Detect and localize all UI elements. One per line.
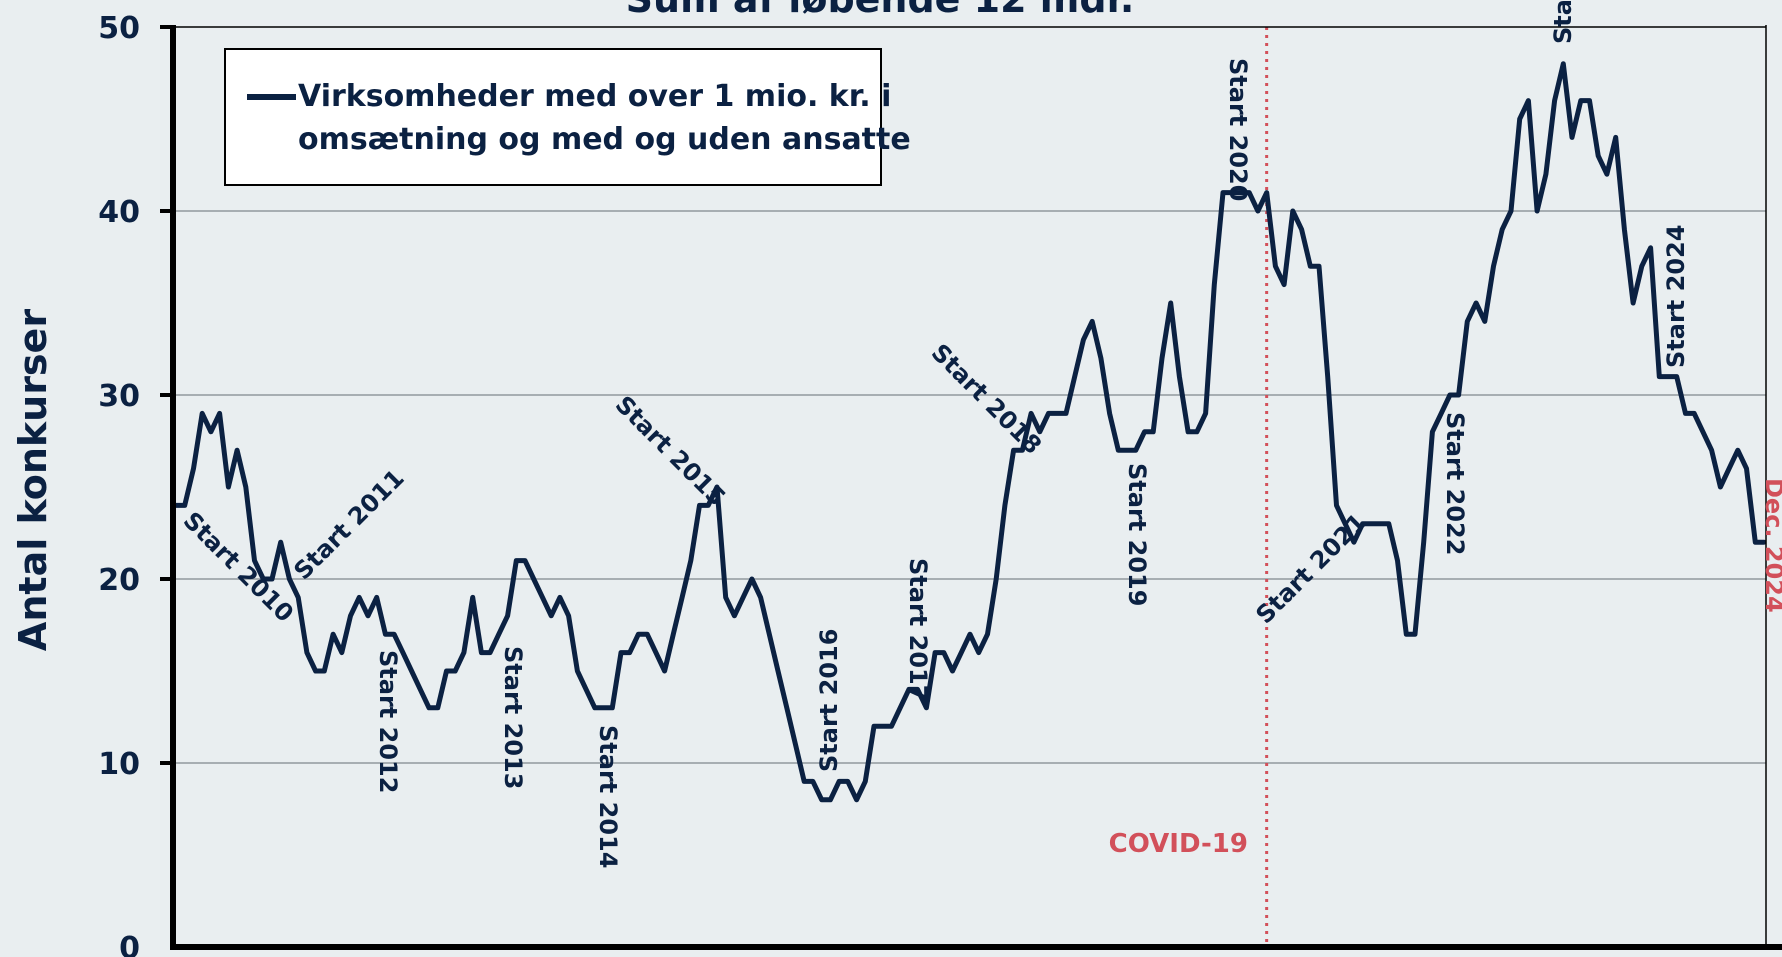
gridlines — [160, 209, 1766, 765]
y-tick-label-40: 40 — [98, 195, 140, 230]
annotation-start-2013: Start 2013 — [499, 646, 527, 789]
annotation-start-2020: Start 2020 — [1224, 58, 1252, 201]
annotation-dec-2024: Dec. 2024 — [1760, 478, 1782, 613]
annotation-start-2010: Start 2010 — [178, 506, 299, 627]
annotation-start-2014: Start 2014 — [594, 725, 622, 868]
legend-label-line1: Virksomheder med over 1 mio. kr. i — [298, 79, 891, 114]
legend-box — [224, 48, 882, 186]
legend: Virksomheder med over 1 mio. kr. i omsæt… — [224, 48, 911, 186]
annotation-start-2011: Start 2011 — [288, 464, 409, 585]
y-tick-label-0: 0 — [119, 931, 140, 957]
annotation-start-2015: Start 2015 — [610, 390, 731, 511]
y-tick-label-30: 30 — [98, 379, 140, 414]
annotation-start-2017: Start 2017 — [904, 558, 932, 701]
annotation-start-2019: Start 2019 — [1123, 463, 1151, 606]
annotation-start-2012: Start 2012 — [374, 650, 402, 793]
y-axis-label: Antal konkurser — [11, 309, 55, 651]
series-line-konkurser — [173, 61, 1767, 803]
y-tick-label-10: 10 — [98, 747, 140, 782]
annotation-start-2018: Start 2018 — [926, 338, 1047, 459]
y-tick-label-50: 50 — [98, 11, 140, 46]
annotation-start-2022: Start 2022 — [1441, 412, 1469, 555]
y-tick-labels: 0 10 20 30 40 50 — [98, 11, 140, 957]
annotation-start-2021: Start 2021 — [1250, 508, 1371, 629]
covid-label: COVID-19 — [1109, 829, 1248, 859]
annotation-start-2023: Start 2023 — [1549, 0, 1577, 44]
annotation-start-2016: Start 2016 — [815, 629, 843, 772]
annotation-start-2024: Start 2024 — [1662, 225, 1690, 368]
legend-label-line2: omsætning og med og uden ansatte — [298, 122, 911, 157]
y-tick-label-20: 20 — [98, 563, 140, 598]
chart-title: Sum af løbende 12 mdr. — [626, 0, 1135, 21]
